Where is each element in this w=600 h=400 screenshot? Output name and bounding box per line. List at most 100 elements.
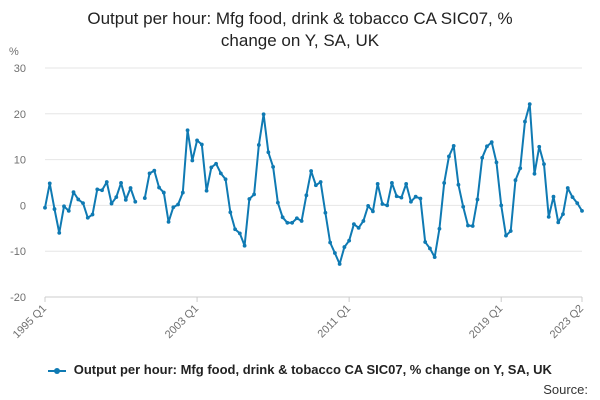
data-point[interactable]	[275, 200, 280, 205]
data-point[interactable]	[461, 204, 466, 209]
data-point[interactable]	[371, 209, 375, 214]
data-point[interactable]	[394, 194, 399, 199]
data-point[interactable]	[451, 143, 456, 148]
data-point[interactable]	[185, 128, 190, 133]
data-point[interactable]	[114, 195, 119, 200]
data-point[interactable]	[294, 216, 299, 221]
data-point[interactable]	[561, 212, 565, 217]
data-point[interactable]	[470, 224, 475, 228]
data-point[interactable]	[546, 214, 551, 219]
data-point[interactable]	[100, 188, 104, 193]
data-point[interactable]	[475, 197, 480, 202]
data-point[interactable]	[233, 227, 237, 232]
data-point[interactable]	[166, 219, 171, 224]
data-point[interactable]	[218, 171, 223, 176]
data-point[interactable]	[580, 208, 584, 213]
data-point[interactable]	[437, 226, 442, 231]
data-point[interactable]	[318, 180, 323, 184]
data-point[interactable]	[418, 196, 423, 201]
data-point[interactable]	[570, 195, 575, 200]
data-point[interactable]	[256, 143, 261, 147]
data-point[interactable]	[480, 155, 485, 160]
data-point[interactable]	[532, 171, 537, 176]
data-point[interactable]	[413, 194, 418, 199]
data-point[interactable]	[466, 223, 470, 228]
data-point[interactable]	[423, 240, 428, 244]
data-point[interactable]	[494, 160, 499, 165]
data-point[interactable]	[551, 194, 556, 199]
data-point[interactable]	[285, 220, 290, 225]
data-point[interactable]	[556, 220, 561, 225]
data-point[interactable]	[390, 181, 394, 185]
data-point[interactable]	[447, 154, 451, 159]
data-point[interactable]	[304, 193, 309, 198]
data-point[interactable]	[309, 169, 314, 173]
data-point[interactable]	[456, 182, 461, 187]
data-point[interactable]	[195, 138, 199, 143]
legend[interactable]: Output per hour: Mfg food, drink & tobac…	[0, 362, 600, 377]
data-point[interactable]	[209, 165, 214, 170]
data-point[interactable]	[180, 190, 185, 195]
data-point[interactable]	[356, 225, 361, 230]
data-point[interactable]	[104, 180, 109, 184]
data-point[interactable]	[123, 198, 128, 202]
data-point[interactable]	[542, 162, 546, 167]
data-point[interactable]	[85, 215, 90, 220]
data-point[interactable]	[323, 210, 328, 215]
data-point[interactable]	[399, 195, 404, 200]
data-point[interactable]	[52, 207, 57, 211]
data-point[interactable]	[337, 262, 342, 266]
data-point[interactable]	[290, 220, 295, 225]
data-point[interactable]	[76, 197, 81, 202]
data-point[interactable]	[332, 251, 337, 255]
data-point[interactable]	[81, 201, 85, 206]
data-point[interactable]	[432, 255, 437, 260]
data-point[interactable]	[518, 166, 523, 171]
data-point[interactable]	[43, 205, 47, 210]
data-point[interactable]	[214, 161, 218, 166]
data-point[interactable]	[271, 165, 276, 169]
data-point[interactable]	[71, 190, 76, 195]
data-point[interactable]	[280, 215, 285, 220]
data-point[interactable]	[109, 201, 114, 206]
data-point[interactable]	[508, 229, 513, 233]
data-point[interactable]	[147, 171, 152, 176]
data-point[interactable]	[47, 181, 52, 186]
data-point[interactable]	[313, 183, 318, 188]
data-point[interactable]	[152, 168, 157, 173]
data-point[interactable]	[442, 181, 447, 185]
data-point[interactable]	[95, 187, 100, 192]
data-point[interactable]	[299, 219, 304, 223]
data-point[interactable]	[404, 181, 409, 186]
data-point[interactable]	[204, 188, 209, 193]
data-point[interactable]	[142, 196, 147, 200]
data-point[interactable]	[242, 243, 247, 248]
data-point[interactable]	[366, 203, 371, 208]
data-point[interactable]	[527, 102, 532, 107]
data-point[interactable]	[261, 112, 266, 117]
data-point[interactable]	[537, 144, 542, 149]
data-point[interactable]	[57, 230, 62, 235]
data-point[interactable]	[385, 203, 390, 208]
data-point[interactable]	[361, 219, 366, 223]
data-point[interactable]	[504, 233, 508, 238]
data-point[interactable]	[157, 185, 161, 190]
data-point[interactable]	[565, 186, 570, 190]
data-point[interactable]	[375, 181, 380, 186]
data-point[interactable]	[347, 238, 352, 243]
data-point[interactable]	[428, 246, 432, 251]
data-point[interactable]	[90, 212, 95, 217]
data-point[interactable]	[342, 245, 347, 249]
data-point[interactable]	[409, 199, 413, 204]
data-point[interactable]	[62, 204, 66, 209]
data-point[interactable]	[237, 231, 242, 236]
data-point[interactable]	[119, 181, 123, 185]
data-point[interactable]	[223, 177, 228, 182]
data-point[interactable]	[266, 150, 271, 155]
data-point[interactable]	[380, 202, 385, 206]
data-point[interactable]	[247, 197, 252, 201]
data-point[interactable]	[575, 201, 580, 206]
data-point[interactable]	[133, 199, 138, 204]
data-point[interactable]	[190, 158, 195, 163]
data-point[interactable]	[228, 210, 233, 215]
